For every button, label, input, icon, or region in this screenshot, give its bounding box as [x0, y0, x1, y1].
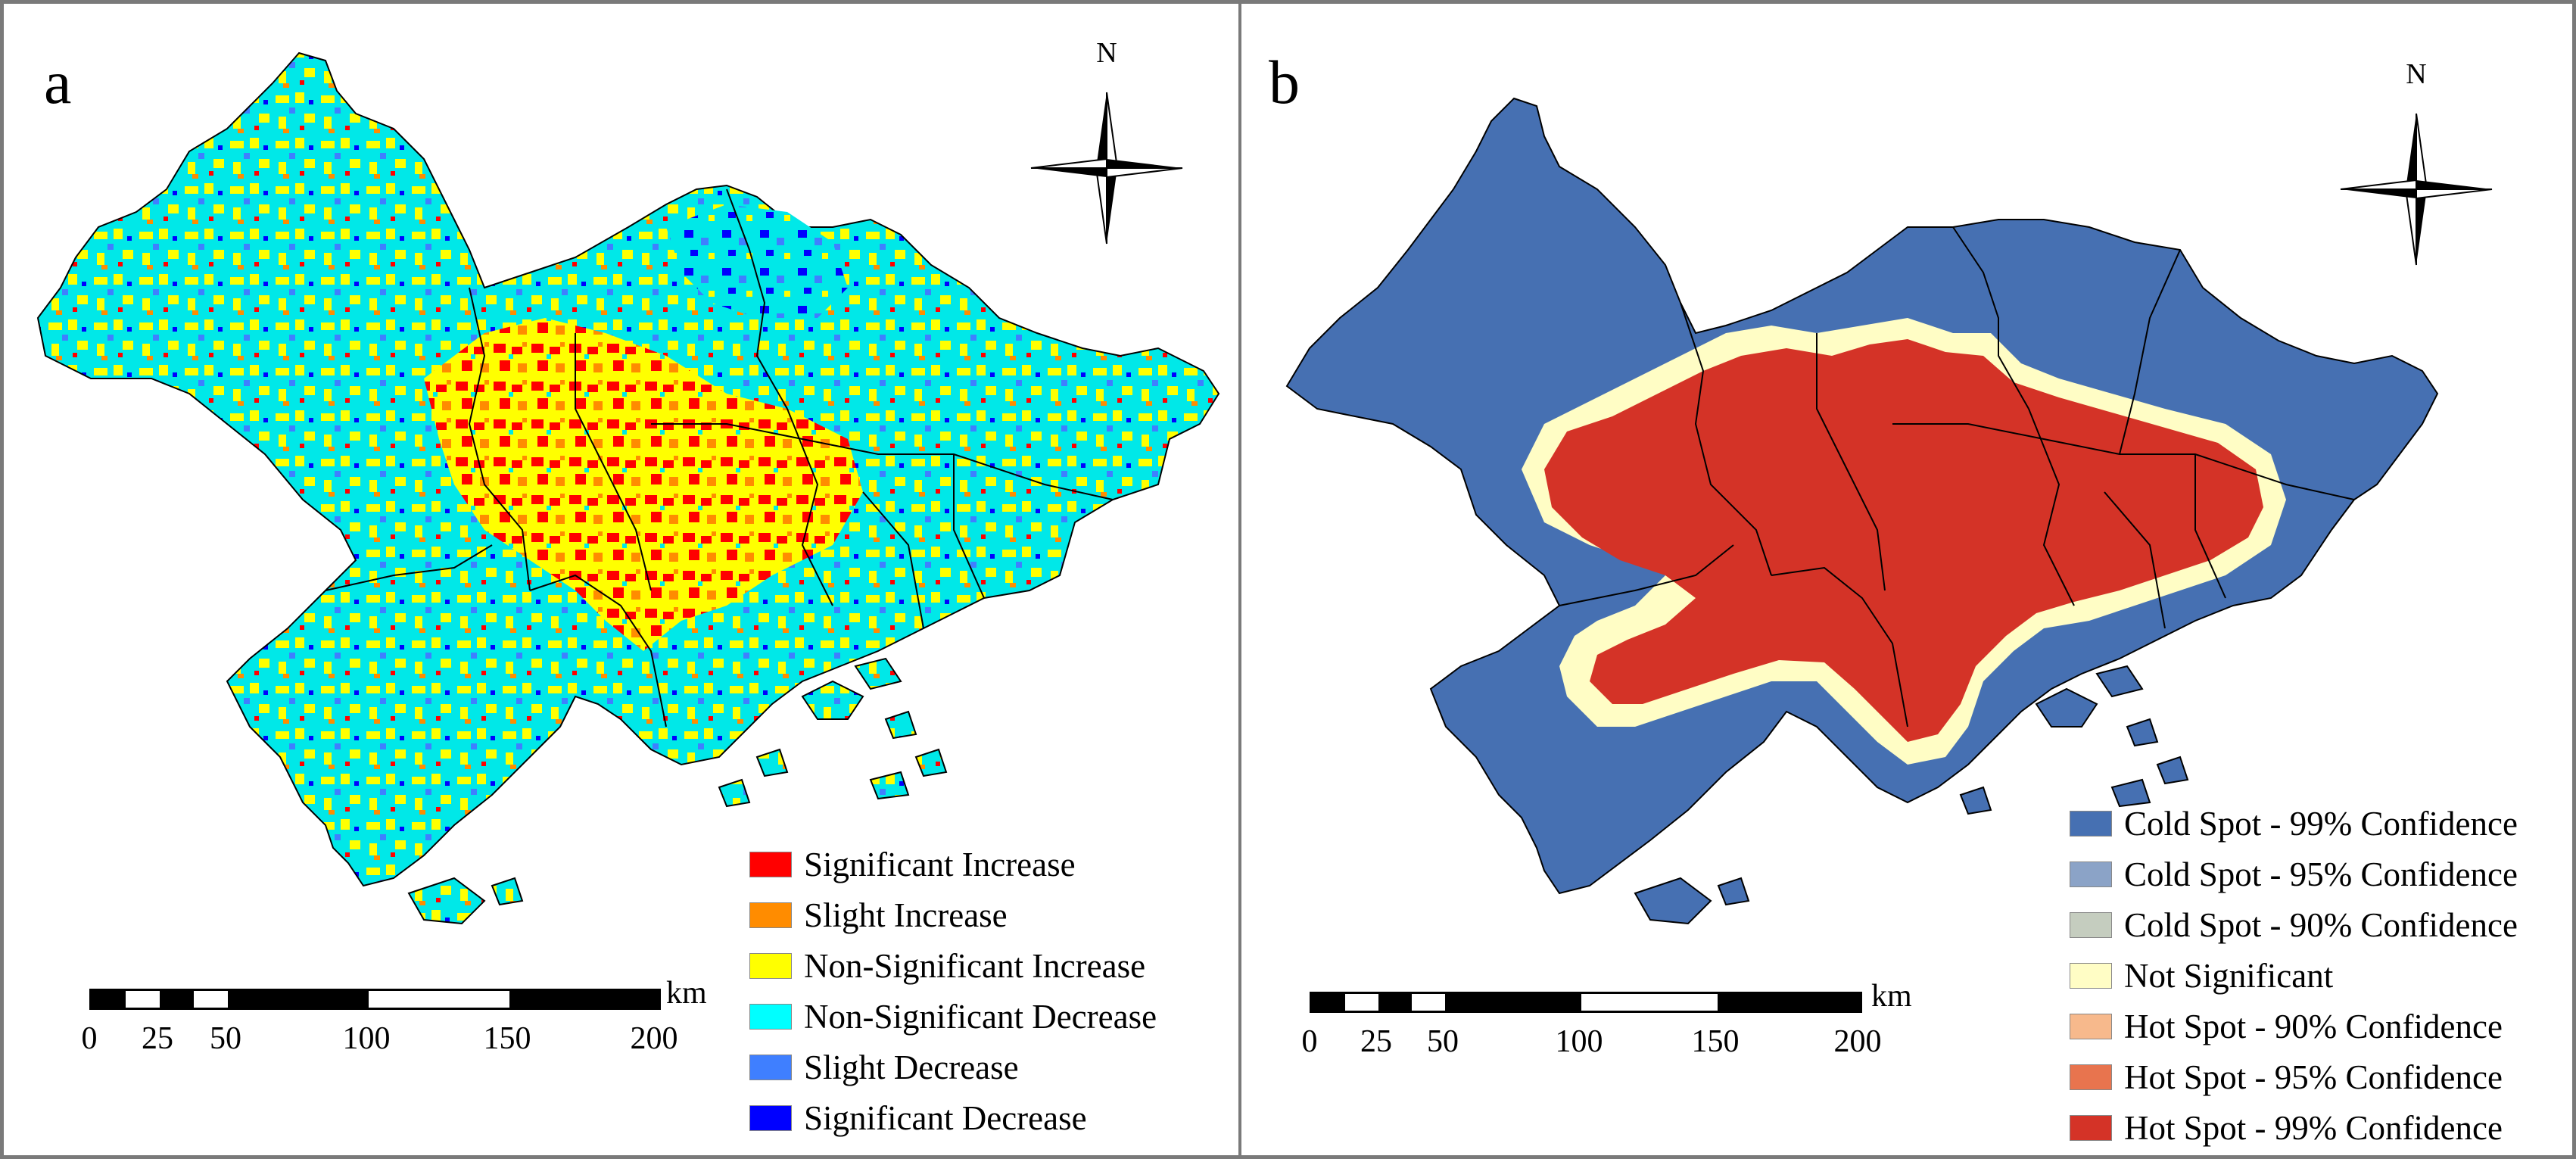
scale-bar-b: km 0 25 50 100 150 200 [1302, 979, 1915, 1075]
legend-label: Cold Spot - 90% Confidence [2124, 905, 2518, 944]
legend-item: Slight Increase [749, 890, 1157, 940]
legend-label: Significant Increase [804, 845, 1076, 883]
scale-tick: 50 [1427, 1024, 1459, 1059]
scale-tick: 200 [630, 1021, 678, 1056]
legend-item: Significant Increase [749, 839, 1157, 890]
north-arrow-icon [2340, 113, 2493, 266]
scale-bar-graphic [1310, 992, 1862, 1013]
legend-swatch [749, 1104, 792, 1131]
scale-tick: 0 [81, 1021, 98, 1056]
legend-item: Hot Spot - 90% Confidence [2070, 1001, 2518, 1052]
legend-swatch [749, 902, 792, 928]
scale-tick: 150 [1691, 1024, 1740, 1059]
legend-swatch [749, 1054, 792, 1080]
scale-tick: 200 [1833, 1024, 1882, 1059]
admin-boundaries [1559, 226, 2355, 727]
hot-zone [424, 318, 863, 651]
scale-bar-graphic [89, 989, 661, 1010]
legend-swatch [749, 952, 792, 979]
legend-item: Hot Spot - 95% Confidence [2070, 1052, 2518, 1102]
north-label: N [2406, 58, 2427, 90]
legend-swatch [2070, 1013, 2112, 1039]
legend-swatch [2070, 911, 2112, 938]
legend-swatch [749, 1003, 792, 1030]
legend-swatch [2070, 962, 2112, 989]
legend-item: Not Significant [2070, 950, 2518, 1001]
panel-a-label: a [44, 48, 72, 117]
cold-zone [666, 204, 848, 318]
scale-tick: 25 [142, 1021, 173, 1056]
legend-swatch [2070, 1114, 2112, 1141]
legend-label: Not Significant [2124, 956, 2334, 995]
legend-label: Slight Decrease [804, 1048, 1019, 1086]
legend-label: Cold Spot - 99% Confidence [2124, 804, 2518, 843]
legend-item: Slight Decrease [749, 1042, 1157, 1092]
panel-divider [1238, 0, 1241, 1159]
scale-bar-a: km 0 25 50 100 150 200 [82, 976, 707, 1072]
legend-swatch [2070, 810, 2112, 837]
north-arrow-icon [1030, 92, 1183, 245]
admin-boundaries [325, 188, 1114, 727]
north-label: N [1096, 37, 1117, 69]
legend-label: Hot Spot - 99% Confidence [2124, 1108, 2503, 1147]
scale-tick: 50 [210, 1021, 241, 1056]
legend-label: Hot Spot - 95% Confidence [2124, 1058, 2503, 1096]
legend-b: Cold Spot - 99% Confidence Cold Spot - 9… [2070, 798, 2518, 1153]
legend-label: Significant Decrease [804, 1098, 1087, 1137]
panel-b-label: b [1269, 48, 1300, 117]
legend-a: Significant Increase Slight Increase Non… [749, 839, 1157, 1143]
legend-item: Hot Spot - 99% Confidence [2070, 1102, 2518, 1153]
legend-label: Cold Spot - 95% Confidence [2124, 855, 2518, 893]
legend-item: Non-Significant Decrease [749, 991, 1157, 1042]
legend-label: Non-Significant Decrease [804, 997, 1157, 1036]
legend-swatch [2070, 1064, 2112, 1090]
legend-item: Cold Spot - 90% Confidence [2070, 899, 2518, 950]
panel-a: a [0, 0, 1238, 1159]
legend-label: Hot Spot - 90% Confidence [2124, 1007, 2503, 1045]
legend-item: Significant Decrease [749, 1092, 1157, 1143]
islands [407, 657, 948, 925]
hot-spot-zone [1544, 339, 2263, 742]
scale-tick: 0 [1301, 1024, 1318, 1059]
scale-tick: 100 [342, 1021, 391, 1056]
panel-b-map [1285, 97, 2439, 925]
legend-item: Cold Spot - 95% Confidence [2070, 849, 2518, 899]
legend-swatch [749, 851, 792, 877]
legend-label: Slight Increase [804, 896, 1008, 934]
legend-item: Cold Spot - 99% Confidence [2070, 798, 2518, 849]
scale-tick: 150 [483, 1021, 531, 1056]
scale-unit: km [666, 976, 707, 1011]
legend-label: Non-Significant Increase [804, 946, 1146, 985]
panel-a-map [36, 51, 1220, 925]
panel-b: b [1241, 0, 2576, 1159]
islands [1634, 665, 2189, 925]
legend-swatch [2070, 861, 2112, 887]
legend-item: Non-Significant Increase [749, 940, 1157, 991]
scale-unit: km [1871, 979, 1912, 1014]
scale-tick: 25 [1360, 1024, 1392, 1059]
scale-tick: 100 [1555, 1024, 1603, 1059]
